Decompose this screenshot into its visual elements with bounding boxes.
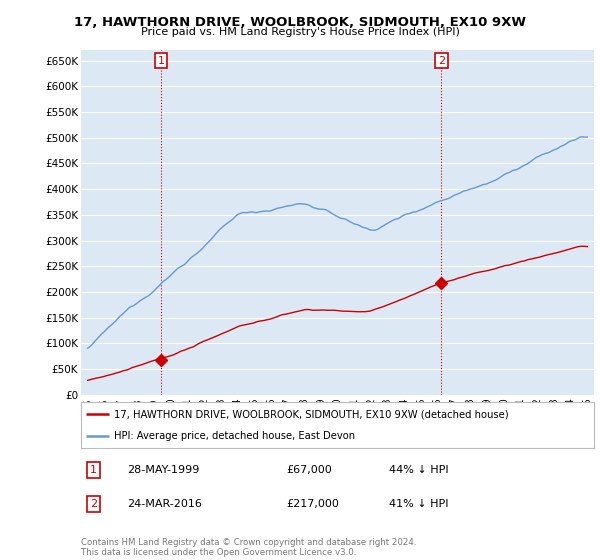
Text: £217,000: £217,000 [286, 499, 339, 509]
Text: 1: 1 [158, 55, 164, 66]
Text: 24-MAR-2016: 24-MAR-2016 [127, 499, 202, 509]
Text: 44% ↓ HPI: 44% ↓ HPI [389, 465, 448, 475]
Text: Contains HM Land Registry data © Crown copyright and database right 2024.
This d: Contains HM Land Registry data © Crown c… [81, 538, 416, 557]
Text: 1: 1 [91, 465, 97, 475]
Text: 2: 2 [438, 55, 445, 66]
Text: 17, HAWTHORN DRIVE, WOOLBROOK, SIDMOUTH, EX10 9XW: 17, HAWTHORN DRIVE, WOOLBROOK, SIDMOUTH,… [74, 16, 526, 29]
Text: 2: 2 [90, 499, 97, 509]
Text: 41% ↓ HPI: 41% ↓ HPI [389, 499, 448, 509]
Text: £67,000: £67,000 [286, 465, 332, 475]
Text: 17, HAWTHORN DRIVE, WOOLBROOK, SIDMOUTH, EX10 9XW (detached house): 17, HAWTHORN DRIVE, WOOLBROOK, SIDMOUTH,… [115, 409, 509, 419]
Text: 28-MAY-1999: 28-MAY-1999 [127, 465, 200, 475]
Text: Price paid vs. HM Land Registry's House Price Index (HPI): Price paid vs. HM Land Registry's House … [140, 27, 460, 37]
Text: HPI: Average price, detached house, East Devon: HPI: Average price, detached house, East… [115, 431, 355, 441]
